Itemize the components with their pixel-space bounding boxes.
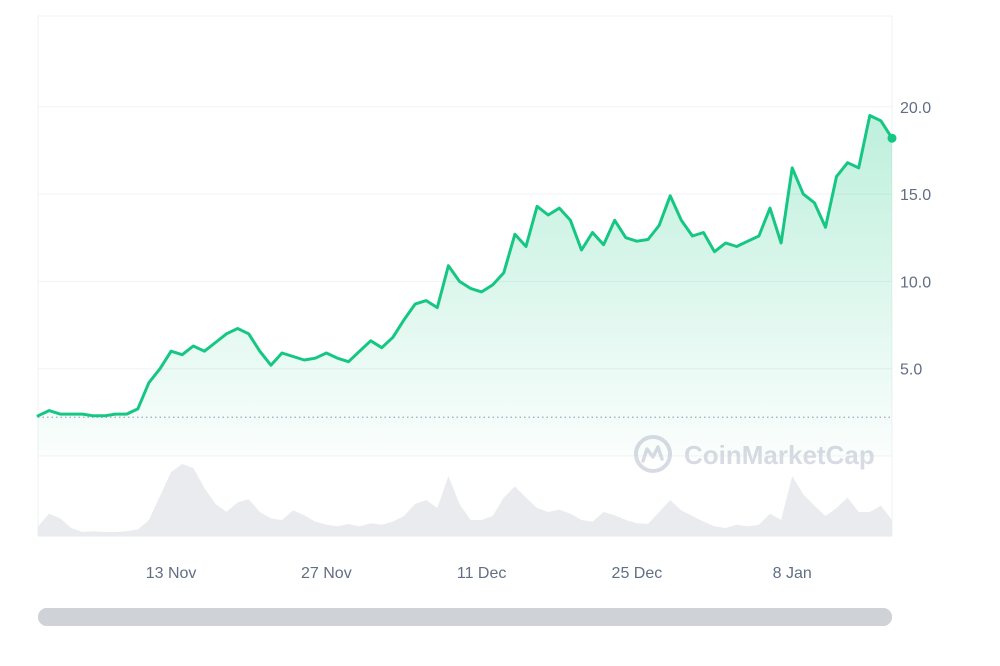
price-line	[36, 114, 894, 418]
price-line-group	[36, 114, 894, 418]
x-tick-label: 25 Dec	[612, 565, 663, 582]
x-tick-label: 13 Nov	[146, 565, 197, 582]
last-price-marker-group	[887, 133, 897, 143]
y-axis: 5.0 10.0 15.0 20.0	[900, 100, 931, 379]
volume-area	[38, 464, 892, 536]
scrollbar-thumb[interactable]	[38, 608, 892, 626]
x-axis: 13 Nov 27 Nov 11 Dec 25 Dec 8 Jan	[146, 565, 812, 582]
scrollbar-track[interactable]	[38, 608, 892, 626]
y-tick-label: 20.0	[900, 100, 931, 117]
y-tick-label: 5.0	[900, 362, 922, 379]
y-tick-label: 10.0	[900, 274, 931, 291]
x-tick-label: 8 Jan	[773, 565, 812, 582]
last-price-marker	[887, 133, 897, 143]
y-tick-label: 15.0	[900, 187, 931, 204]
x-tick-label: 27 Nov	[301, 565, 352, 582]
x-tick-label: 11 Dec	[457, 565, 507, 582]
volume-shape	[38, 464, 892, 536]
